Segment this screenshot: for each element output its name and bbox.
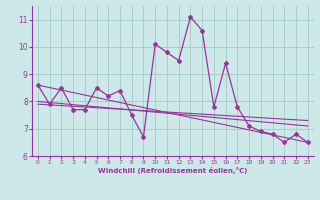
X-axis label: Windchill (Refroidissement éolien,°C): Windchill (Refroidissement éolien,°C) <box>98 167 247 174</box>
